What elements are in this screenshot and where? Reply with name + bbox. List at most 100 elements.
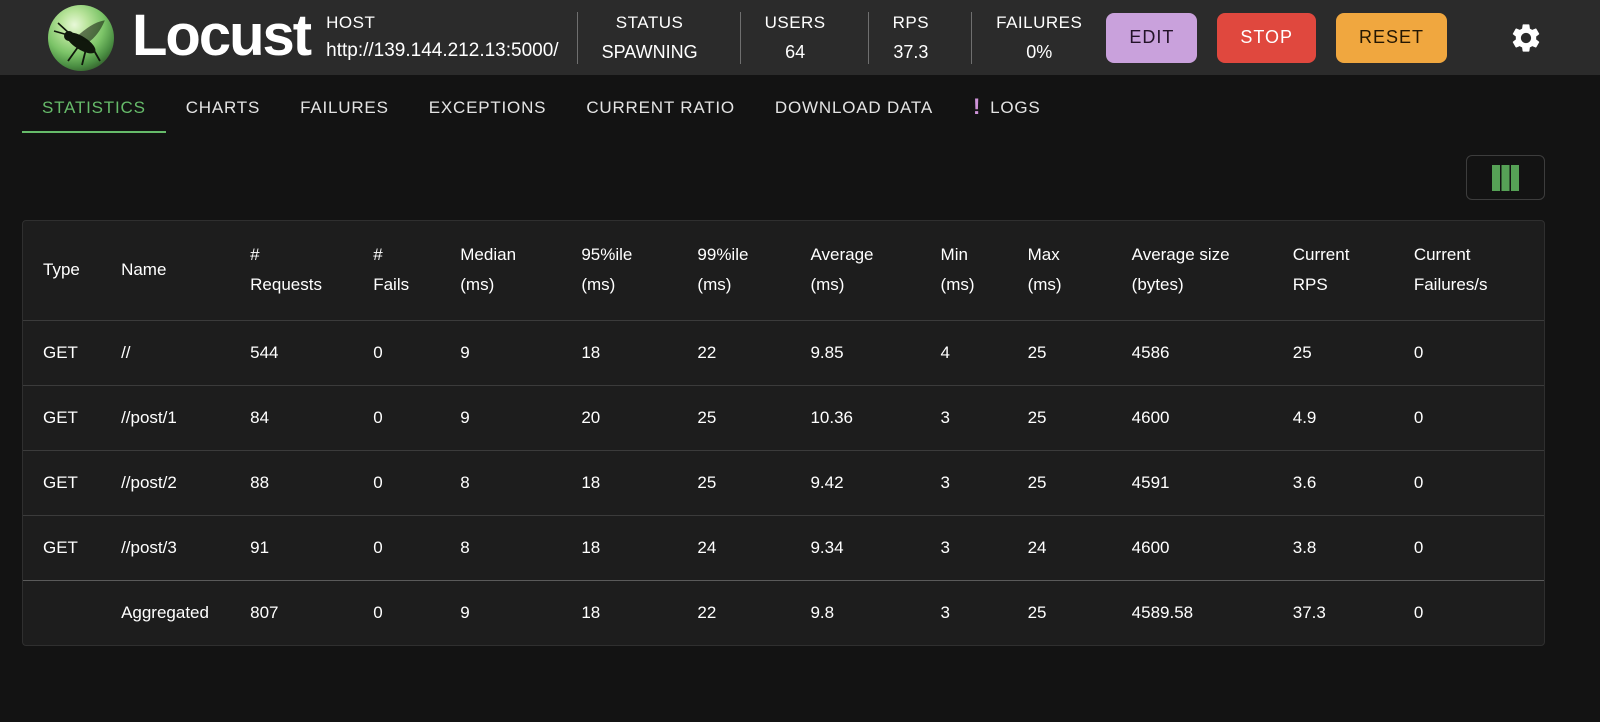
table-cell: 3 xyxy=(939,384,1027,450)
table-cell: 22 xyxy=(696,579,810,645)
table-cell: 25 xyxy=(1026,579,1131,645)
logs-alert-icon: ! xyxy=(972,94,982,119)
tab-label: LOGS xyxy=(990,98,1041,117)
column-header[interactable]: Average (ms) xyxy=(810,245,874,295)
table-cell: 0 xyxy=(1412,384,1544,450)
tab-label: DOWNLOAD DATA xyxy=(774,98,933,117)
table-toolbar xyxy=(22,155,1545,200)
header-actions: EDIT STOP RESET xyxy=(1106,12,1448,63)
table-cell: 24 xyxy=(696,514,810,580)
brand-title: Locust xyxy=(132,2,312,68)
statistics-table: Type Name # Requests # Fails Median (ms) 95%ile(… xyxy=(23,221,1544,645)
table-cell: 9 xyxy=(459,319,581,385)
table-cell: //post/3 xyxy=(120,514,250,580)
table-cell: 3.8 xyxy=(1291,514,1413,580)
tab-exceptions[interactable]: EXCEPTIONS xyxy=(409,85,567,133)
table-cell: // xyxy=(120,319,250,385)
table-cell: 37.3 xyxy=(1291,579,1413,645)
column-header[interactable]: Current RPS xyxy=(1292,245,1350,295)
table-cell: 4600 xyxy=(1130,384,1292,450)
table-cell: 4586 xyxy=(1130,319,1292,385)
table-cell: 0 xyxy=(1412,579,1544,645)
tab-failures[interactable]: FAILURES xyxy=(280,85,409,133)
stat-value: 37.3 xyxy=(893,41,929,62)
stat-rps: RPS 37.3 xyxy=(869,13,953,63)
tab-download-data[interactable]: DOWNLOAD DATA xyxy=(755,85,953,133)
column-header[interactable]: 95%ile (ms) xyxy=(581,245,633,295)
tab-label: FAILURES xyxy=(300,98,389,117)
table-cell: 0 xyxy=(372,319,460,385)
table-cell: 9 xyxy=(459,579,581,645)
stop-button[interactable]: STOP xyxy=(1217,12,1317,63)
table-cell: 4589.58 xyxy=(1130,579,1292,645)
divider xyxy=(739,11,741,64)
table-cell: 9.85 xyxy=(809,319,940,385)
stat-status: STATUS SPAWNING xyxy=(578,13,722,63)
tab-logs[interactable]: ! LOGS xyxy=(953,85,1061,133)
table-cell: 18 xyxy=(580,449,697,515)
column-header[interactable]: Min (ms) xyxy=(940,245,975,295)
table-cell: 25 xyxy=(696,384,810,450)
table-cell: 807 xyxy=(249,579,373,645)
table-cell: 9 xyxy=(459,384,581,450)
table-cell xyxy=(23,579,121,645)
table-row: GET//post/2 88 0 8 18 25 9.42 3 25 4591 3.6 0 xyxy=(23,449,1544,515)
table-cell: 4 xyxy=(939,319,1027,385)
settings-button[interactable] xyxy=(1509,21,1543,55)
column-header[interactable]: Average size (bytes) xyxy=(1131,245,1230,295)
column-header[interactable]: 99%ile (ms) xyxy=(697,245,749,295)
column-header[interactable]: Median (ms) xyxy=(460,245,517,295)
table-cell: 0 xyxy=(1412,319,1544,385)
stat-failures: FAILURES 0% xyxy=(972,13,1106,63)
table-cell: 4591 xyxy=(1130,449,1292,515)
stat-value: 0% xyxy=(1026,41,1053,62)
column-header[interactable]: Current Failures/s xyxy=(1413,245,1488,295)
tab-charts[interactable]: CHARTS xyxy=(166,85,280,133)
stats-table-body: GET//544 0 9 18 22 9.85 4 25 4586 25 0 GET//post/1 8… xyxy=(23,319,1544,645)
divider xyxy=(867,11,869,64)
host-url: http://139.144.212.13:5000/ xyxy=(326,40,559,61)
table-cell: 25 xyxy=(1291,319,1413,385)
host-label: HOST xyxy=(326,13,376,32)
table-cell: 25 xyxy=(1026,449,1131,515)
table-cell: 18 xyxy=(580,319,697,385)
reset-button[interactable]: RESET xyxy=(1336,12,1448,63)
table-cell: GET xyxy=(23,319,121,385)
table-row: GET//544 0 9 18 22 9.85 4 25 4586 25 0 xyxy=(23,319,1544,385)
table-header-row: Type Name # Requests # Fails Median (ms) 95%ile(… xyxy=(23,221,1544,320)
table-cell: 8 xyxy=(459,449,581,515)
table-cell: Aggregated xyxy=(120,579,250,645)
column-header[interactable]: Name xyxy=(121,260,167,280)
column-header[interactable]: # Fails xyxy=(373,245,410,295)
table-cell: 9.42 xyxy=(809,449,940,515)
tab-statistics[interactable]: STATISTICS xyxy=(22,85,166,133)
tab-label: EXCEPTIONS xyxy=(428,98,547,117)
table-cell: 0 xyxy=(1412,514,1544,580)
table-row: GET//post/3 91 0 8 18 24 9.34 3 24 4600 3.8 0 xyxy=(23,514,1544,580)
table-cell: 0 xyxy=(372,579,460,645)
column-header[interactable]: Max (ms) xyxy=(1027,245,1062,295)
table-cell: 4.9 xyxy=(1291,384,1413,450)
table-cell: 4600 xyxy=(1130,514,1292,580)
table-cell: 0 xyxy=(372,384,460,450)
column-selector-button[interactable] xyxy=(1466,155,1545,200)
column-header[interactable]: Type xyxy=(43,260,80,280)
stat-label: STATUS xyxy=(615,12,684,32)
app-header: Locust HOST http://139.144.212.13:5000/ … xyxy=(0,0,1600,75)
table-cell: //post/1 xyxy=(120,384,250,450)
tab-label: STATISTICS xyxy=(42,98,146,117)
table-cell: 18 xyxy=(580,579,697,645)
column-header[interactable]: # Requests xyxy=(250,245,322,295)
view-columns-icon xyxy=(1492,164,1519,191)
table-cell: 88 xyxy=(249,449,373,515)
tab-label: CHARTS xyxy=(185,98,261,117)
edit-button[interactable]: EDIT xyxy=(1106,12,1198,63)
stat-value: SPAWNING xyxy=(601,41,698,62)
table-cell: 22 xyxy=(696,319,810,385)
statistics-panel: Type Name # Requests # Fails Median (ms) 95%ile(… xyxy=(22,220,1545,646)
table-cell: 0 xyxy=(372,514,460,580)
table-cell: 8 xyxy=(459,514,581,580)
table-cell: 9.34 xyxy=(809,514,940,580)
tab-current-ratio[interactable]: CURRENT RATIO xyxy=(566,85,755,133)
stat-label: RPS xyxy=(892,12,930,32)
